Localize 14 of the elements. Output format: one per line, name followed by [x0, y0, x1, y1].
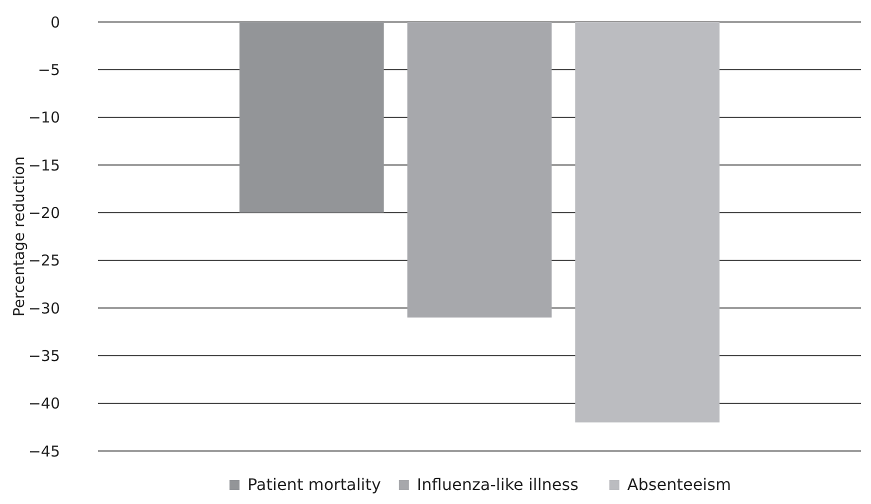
- y-tick-label: −15: [28, 156, 60, 174]
- legend-label: Influenza-like illness: [416, 475, 578, 494]
- y-tick-label: −20: [28, 204, 60, 222]
- y-tick-label: −40: [28, 394, 60, 413]
- y-tick-label: 0: [50, 13, 60, 32]
- y-tick-label: −25: [28, 252, 60, 270]
- y-tick-label: −35: [28, 346, 60, 365]
- y-tick-label: −5: [38, 60, 60, 79]
- y-axis-title: Percentage reduction: [10, 156, 28, 317]
- legend-label: Patient mortality: [248, 475, 381, 494]
- legend-label: Absenteeism: [627, 475, 732, 494]
- y-tick-label: −10: [28, 108, 60, 127]
- y-tick-label: −30: [28, 299, 60, 318]
- y-tick-label: −45: [28, 442, 60, 460]
